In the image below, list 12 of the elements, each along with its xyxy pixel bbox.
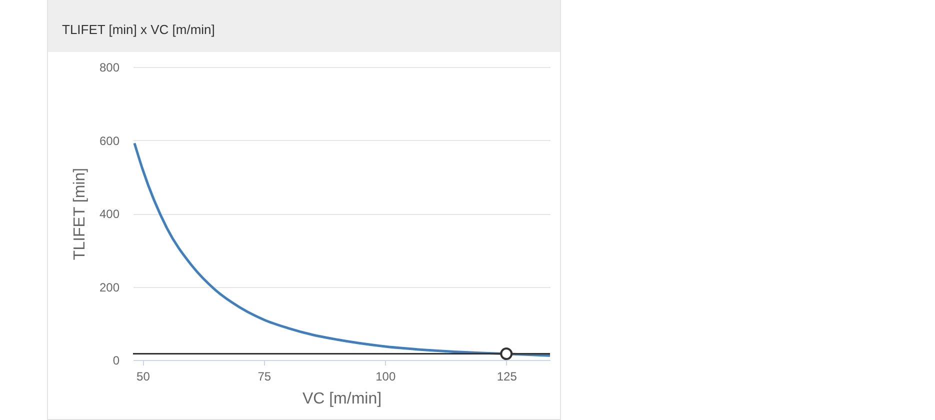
y-tick-label: 0 xyxy=(112,354,120,368)
x-tick-label: 100 xyxy=(376,370,396,384)
x-tick-label: 75 xyxy=(258,370,272,384)
x-tick-label: 50 xyxy=(136,370,150,384)
chart-title: TLIFET [min] x VC [m/min] xyxy=(48,0,560,52)
y-tick-label: 200 xyxy=(99,280,120,294)
y-tick-label: 600 xyxy=(99,134,120,148)
x-tick-label: 125 xyxy=(496,370,518,384)
y-tick-label: 400 xyxy=(99,207,120,221)
y-axis-title: TLIFET [min] xyxy=(71,168,88,260)
y-tick-label: 800 xyxy=(99,60,120,74)
x-axis-title: VC [m/min] xyxy=(302,390,382,408)
